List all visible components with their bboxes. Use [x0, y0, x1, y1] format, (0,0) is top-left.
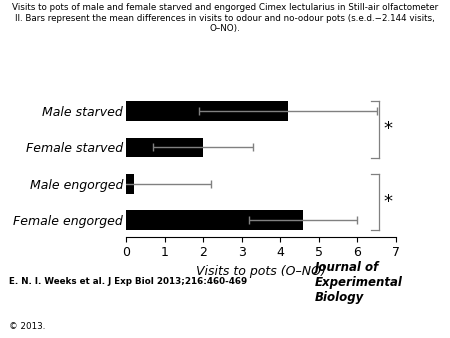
Text: E. N. I. Weeks et al. J Exp Biol 2013;216:460-469: E. N. I. Weeks et al. J Exp Biol 2013;21…	[9, 276, 247, 286]
X-axis label: Visits to pots (O–NO): Visits to pots (O–NO)	[196, 265, 326, 278]
Text: *: *	[383, 193, 392, 211]
Bar	[126, 101, 288, 121]
Bar	[126, 138, 203, 158]
Text: Journal of
Experimental
Biology: Journal of Experimental Biology	[315, 261, 403, 304]
Text: *: *	[383, 120, 392, 138]
Text: Visits to pots of male and female starved and engorged Cimex lectularius in Stil: Visits to pots of male and female starve…	[12, 3, 438, 33]
Bar	[126, 174, 134, 194]
Text: © 2013.: © 2013.	[9, 322, 45, 331]
Bar	[126, 210, 303, 230]
